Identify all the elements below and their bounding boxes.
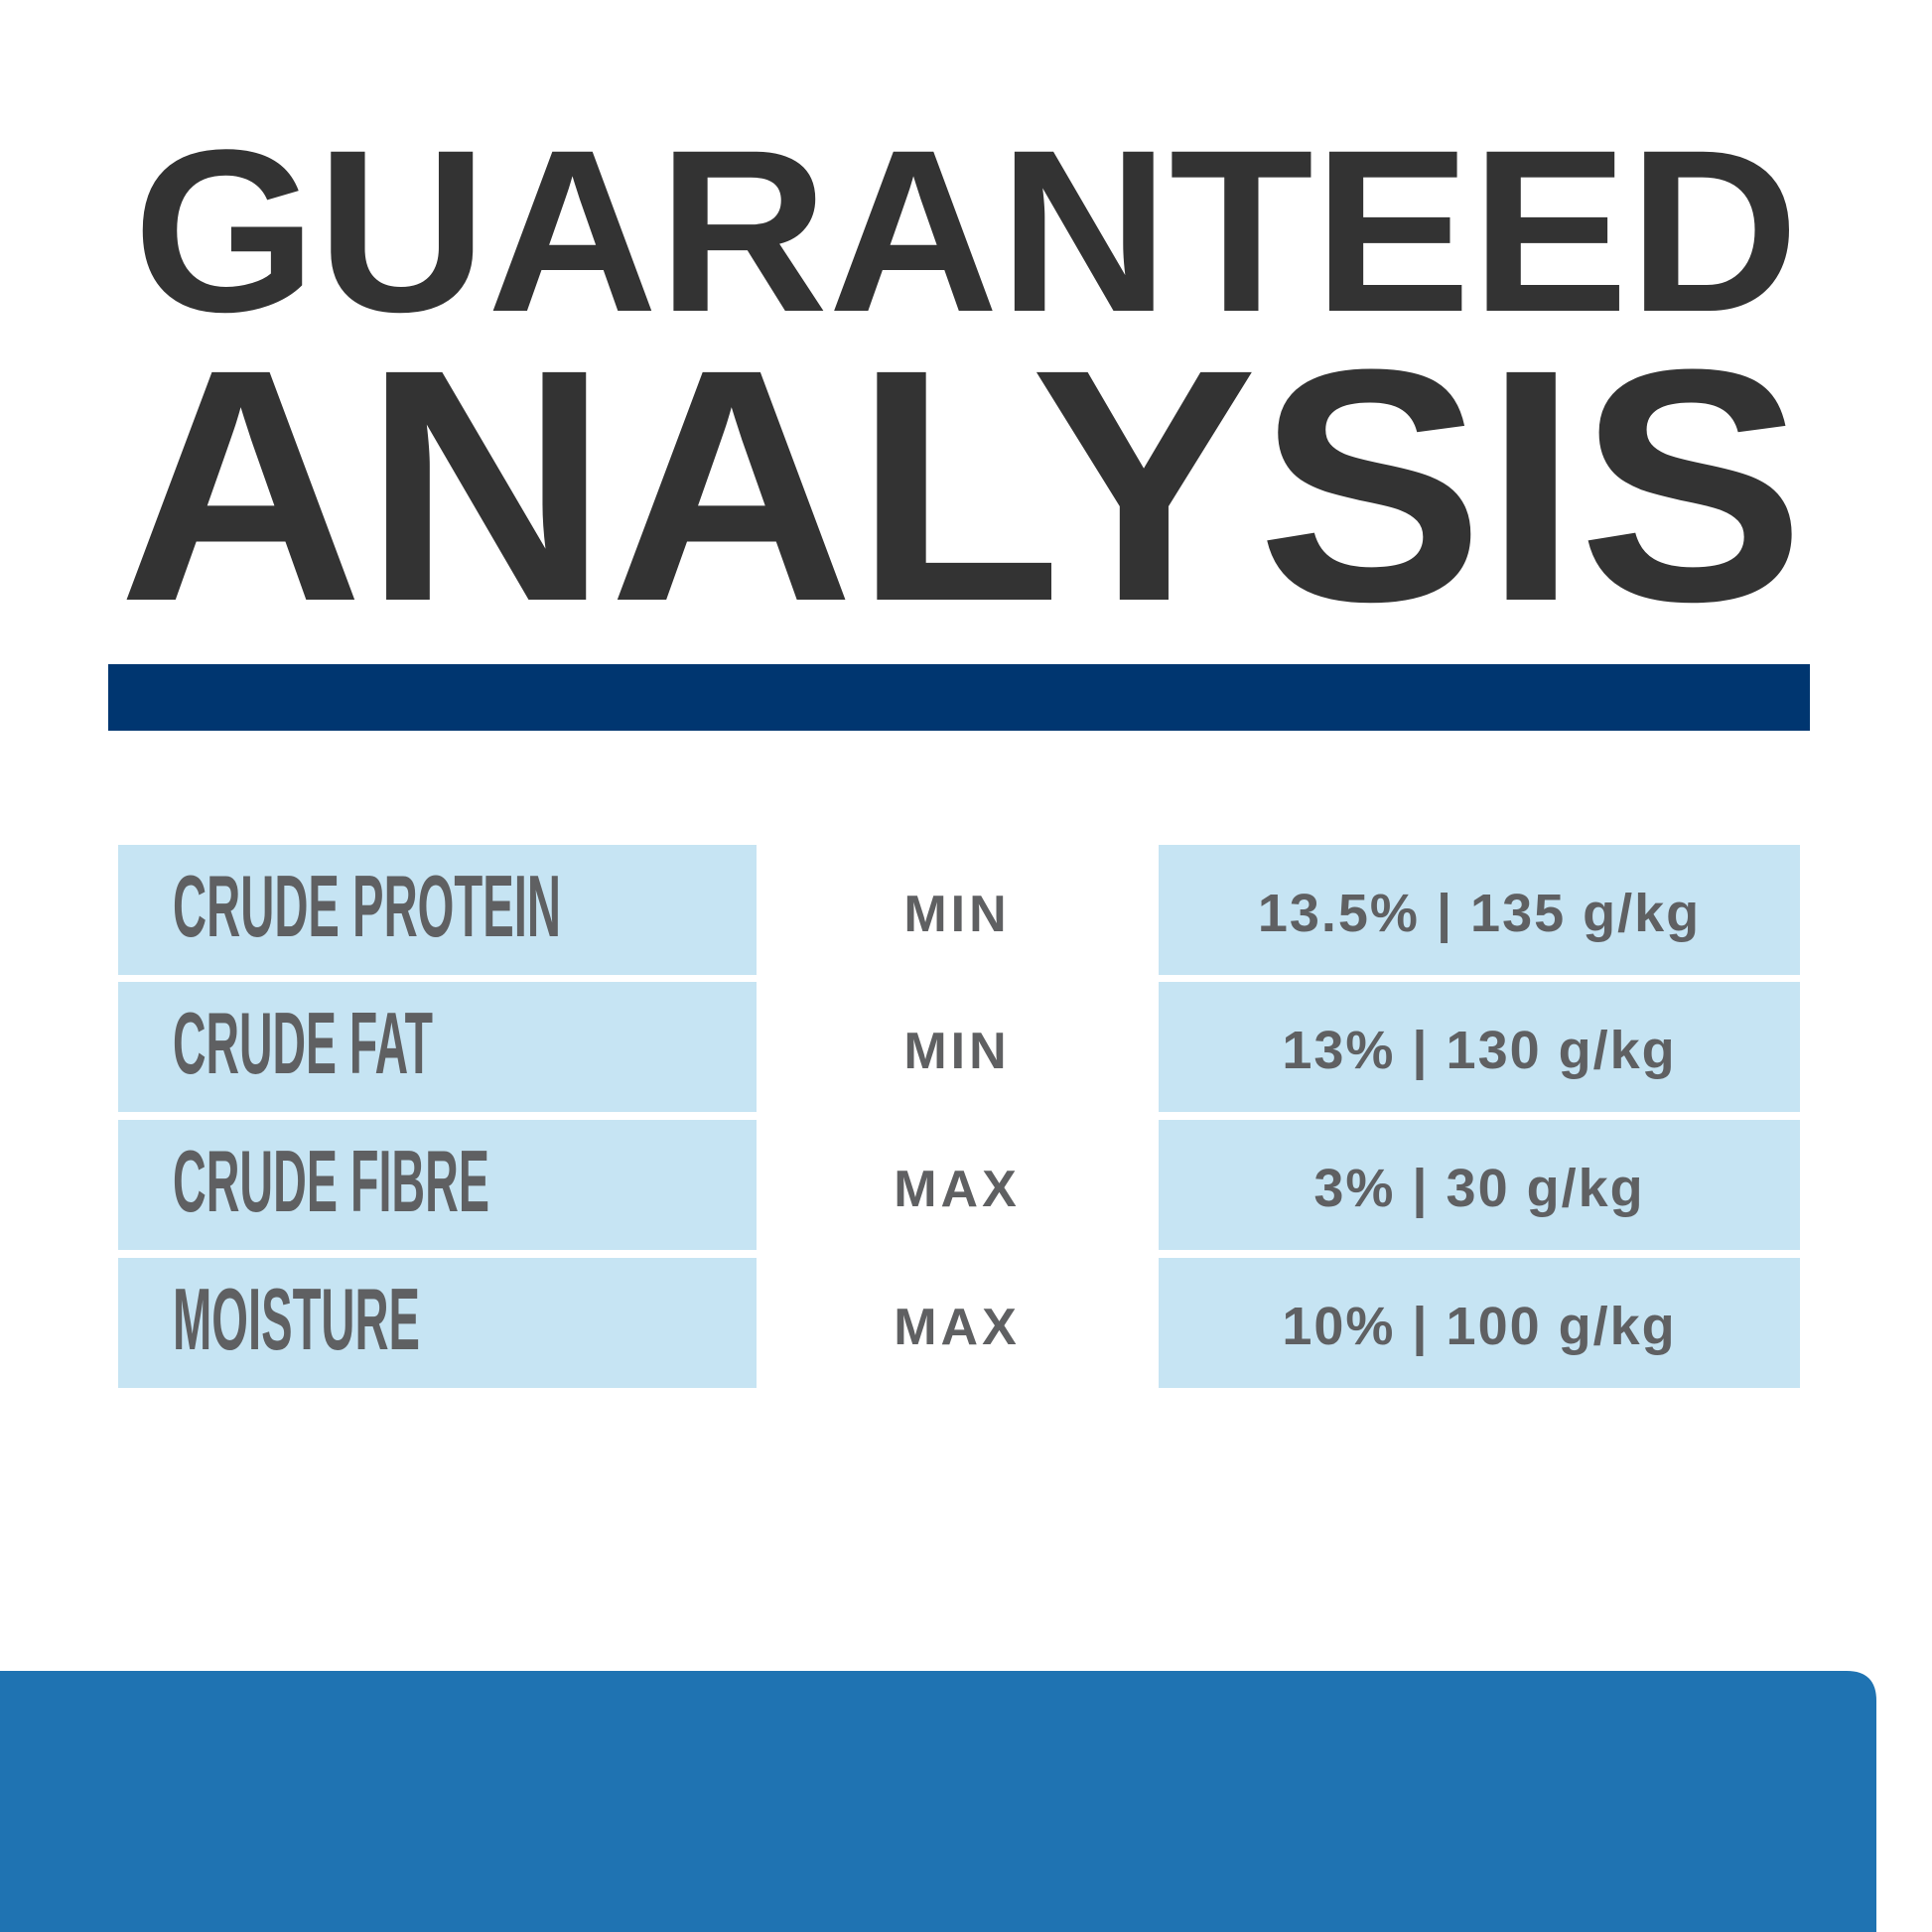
nutrient-cell	[118, 982, 757, 1112]
nutrient-label: CRUDE PROTEIN	[173, 857, 561, 955]
footer-panel	[0, 1671, 1876, 1932]
table-row: MOISTURE MAX 10% | 100 g/kg	[118, 1258, 1800, 1388]
qualifier-label: MAX	[894, 1161, 1021, 1218]
value-label: 13.5% | 135 g/kg	[1258, 884, 1701, 944]
nutrient-cell	[118, 1258, 757, 1388]
nutrient-label: CRUDE FAT	[173, 994, 433, 1092]
value-cell	[1159, 845, 1800, 975]
qualifier-label: MIN	[903, 1023, 1010, 1080]
value-label: 10% | 100 g/kg	[1282, 1297, 1676, 1357]
heading-line-1: GUARANTEED	[133, 102, 1799, 360]
value-cell	[1159, 982, 1800, 1112]
nutrient-label: CRUDE FIBRE	[173, 1132, 489, 1230]
table-row: CRUDE PROTEIN MIN 13.5% | 135 g/kg	[118, 845, 1800, 975]
table-row: CRUDE FIBRE MAX 3% | 30 g/kg	[118, 1120, 1800, 1250]
qualifier-label: MAX	[894, 1299, 1021, 1356]
value-cell	[1159, 1258, 1800, 1388]
nutrient-cell	[118, 845, 757, 975]
value-cell	[1159, 1120, 1800, 1250]
heading-line-2: ANALYSIS	[118, 301, 1805, 670]
value-label: 13% | 130 g/kg	[1282, 1021, 1676, 1081]
value-label: 3% | 30 g/kg	[1313, 1159, 1644, 1219]
analysis-table: CRUDE PROTEIN MIN 13.5% | 135 g/kg CRUDE FA…	[118, 845, 1800, 1388]
nutrient-cell	[118, 1120, 757, 1250]
table-row: CRUDE FAT MIN 13% | 130 g/kg	[118, 982, 1800, 1112]
nutrient-label: MOISTURE	[173, 1270, 420, 1368]
qualifier-label: MIN	[903, 886, 1010, 943]
heading-rule	[108, 664, 1810, 731]
